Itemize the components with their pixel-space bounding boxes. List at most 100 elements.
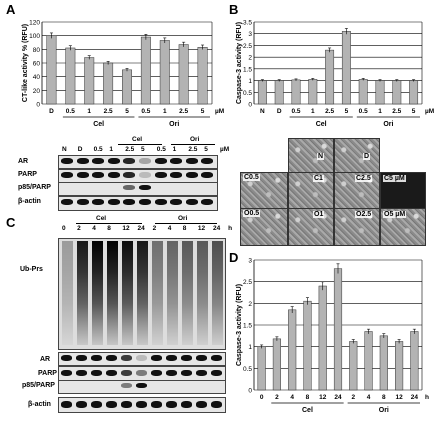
bar — [333, 268, 343, 391]
x-tick-label: 1 — [87, 108, 91, 115]
x-tick-label: 5 — [201, 108, 205, 115]
blot-band — [139, 199, 151, 205]
bar — [274, 80, 284, 105]
panel-label-c: C — [6, 215, 16, 230]
blot-a-row-actin: β-actin — [18, 198, 41, 205]
micro-d: D — [334, 138, 380, 176]
micro-label-c05: C0.5 — [243, 174, 260, 181]
blot-band — [181, 401, 192, 408]
blot-band — [76, 370, 87, 376]
micro-label-d: D — [363, 153, 371, 160]
blot-band — [91, 370, 102, 376]
blot-band — [106, 370, 117, 376]
lane-label: 0.5 — [93, 146, 103, 153]
x-tick-label: 1 — [311, 108, 315, 115]
micro-label-o05: O0.5 — [243, 210, 261, 217]
y-tick-label: 40 — [33, 74, 41, 81]
lane-label: 8 — [182, 225, 187, 232]
lane-label: 1 — [109, 146, 114, 153]
y-tick-label: 100 — [29, 33, 40, 40]
micro-n: N — [288, 138, 334, 176]
blot-band — [76, 172, 89, 178]
ub-smear — [107, 241, 118, 345]
bar — [410, 331, 419, 391]
blot-band — [151, 401, 162, 408]
group-label: Ori — [169, 121, 179, 128]
lane-label: 0 — [62, 225, 66, 232]
x-tick-label: 5 — [125, 108, 129, 115]
lane-label: 1 — [172, 146, 177, 153]
blot-band — [91, 401, 102, 408]
chart-d: Caspase-3 activity (RFU)00.511.522.530 2 4… — [236, 258, 429, 415]
blot-band — [185, 158, 198, 164]
bar — [291, 79, 301, 105]
x-tick-label: 1 — [163, 108, 167, 115]
y-tick-label: 120 — [29, 20, 40, 27]
blot-band — [211, 370, 222, 376]
x-tick-label: 0.5 — [66, 108, 75, 115]
x-tick-label: 1 — [378, 108, 382, 115]
blot-band — [170, 172, 183, 178]
micro-c25: C2.5 — [334, 172, 380, 210]
y-axis-label: CT-like activity % (RFU) — [22, 24, 29, 102]
micro-c05: C0.5 — [240, 172, 288, 210]
lane-label: 2 — [77, 225, 81, 232]
ub-smear — [92, 241, 103, 345]
bar — [375, 80, 385, 105]
blot-band — [136, 383, 147, 388]
blot-band — [76, 158, 89, 164]
micro-label-o25: O2.5 — [355, 211, 373, 218]
x-tick-label: 0.5 — [359, 108, 368, 115]
group-label: Cel — [93, 121, 104, 128]
blot-band — [121, 401, 132, 408]
blot-band — [201, 172, 214, 178]
micro-o1: O1 — [288, 208, 334, 246]
blot-band — [92, 172, 105, 178]
y-tick-label: 1 — [248, 344, 252, 351]
ub-smear — [167, 241, 178, 345]
micro-label-c5: C5 µM — [383, 175, 406, 182]
blot-band — [107, 158, 120, 164]
y-tick-label: 80 — [33, 47, 41, 54]
lane-label: N — [62, 146, 67, 153]
bar — [303, 300, 312, 391]
ub-smear — [62, 241, 73, 345]
group-label: Ori — [383, 121, 393, 128]
blot-c-group-cel: Cel — [96, 215, 107, 222]
blot-band — [139, 172, 151, 178]
lane-label: 2.5 — [188, 146, 198, 153]
x-tick-label: D — [277, 108, 282, 115]
blot-band — [154, 199, 167, 205]
lane-label: 8 — [107, 225, 111, 232]
lane-label: 12 — [122, 225, 130, 232]
bar — [122, 69, 132, 105]
bar — [159, 40, 170, 105]
blot-band — [61, 355, 72, 361]
chart-a: CT-like activity % (RFU) 0 20 40 60 80 100 120 D… — [22, 20, 224, 129]
bar — [257, 346, 266, 391]
blot-c-row-ar: AR — [40, 356, 51, 363]
bar — [318, 285, 327, 391]
ub-smear — [197, 241, 208, 345]
micro-label-c25: C2.5 — [355, 175, 372, 182]
lane-label: 12 — [197, 225, 206, 232]
blot-a-row-parp: PARP — [18, 171, 37, 178]
blot-a-row-p85: p85/PARP — [18, 184, 51, 191]
ub-smear — [77, 241, 88, 345]
y-tick-label: 3 — [248, 31, 252, 38]
x-tick-label: 2.5 — [325, 108, 334, 115]
ub-smear — [152, 241, 163, 345]
x-tick-label: 2.5 — [179, 108, 188, 115]
blot-band — [61, 199, 73, 205]
blot-band — [201, 158, 214, 164]
y-axis-label: Caspase-3 activity (RFU) — [236, 284, 243, 366]
lane-label: 5 — [141, 146, 145, 153]
blot-band — [106, 355, 117, 361]
ub-smear — [182, 241, 193, 345]
lane-label: 24 — [213, 225, 221, 232]
blot-c-row-parp: PARP — [38, 370, 57, 377]
lane-unit: h — [228, 225, 233, 232]
bar — [409, 80, 419, 105]
x-tick-label: 5 — [345, 108, 349, 115]
bar — [178, 44, 189, 105]
